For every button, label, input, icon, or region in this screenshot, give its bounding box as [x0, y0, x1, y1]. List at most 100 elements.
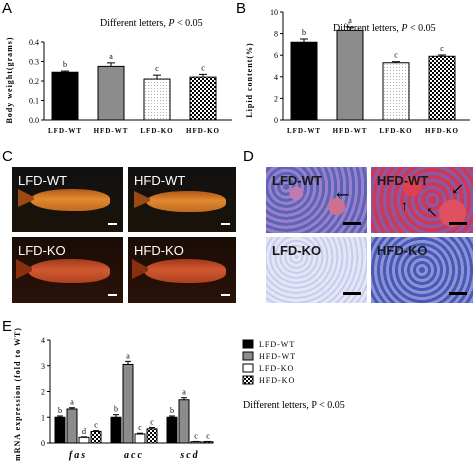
- bar-acc-lfd-ko: [134, 433, 146, 444]
- bar-hfd-wt: [97, 65, 125, 121]
- y-tick-label: 8: [274, 30, 278, 39]
- y-tick-label: 0.4: [29, 38, 39, 47]
- y-tick-label: 0.3: [29, 58, 39, 67]
- significance-letter: c: [155, 64, 159, 73]
- legend-swatch-hfd-ko: [242, 375, 254, 385]
- y-tick-label: 0: [274, 116, 278, 125]
- bar-hfd-wt: [336, 29, 364, 121]
- significance-letter: a: [126, 351, 130, 360]
- scale-bar: [108, 223, 117, 225]
- fish-photo-hfd-wt: HFD-WT: [128, 167, 236, 232]
- fish-tail: [132, 259, 148, 279]
- panel-letter-b: B: [236, 0, 247, 17]
- photo-label: HFD-KO: [377, 243, 428, 258]
- histology-hfd-ko: HFD-KO: [371, 237, 473, 303]
- group-label: fas: [69, 450, 87, 461]
- bar-lfd-wt: [51, 71, 79, 121]
- x-tick-label: LFD-WT: [48, 127, 82, 135]
- photo-label: LFD-KO: [18, 243, 66, 258]
- panel-letter-d: D: [243, 148, 254, 165]
- y-tick-label: 2: [41, 388, 45, 397]
- scale-bar: [449, 222, 467, 225]
- panel-letter-a: A: [2, 0, 13, 17]
- significance-letter: b: [58, 406, 62, 415]
- significance-letter: c: [201, 63, 205, 72]
- fish-photo-hfd-ko: HFD-KO: [128, 237, 236, 303]
- y-tick-label: 0.1: [29, 97, 39, 106]
- y-tick-label: 3: [41, 362, 45, 371]
- chart-b-note: Different letters, P < 0.05: [333, 23, 436, 34]
- y-tick-label: 4: [41, 336, 45, 345]
- x-tick-label: LFD-KO: [379, 127, 412, 135]
- fish-shape: [144, 259, 226, 283]
- scale-bar: [108, 294, 117, 296]
- y-tick-label: 1: [41, 413, 45, 422]
- x-tick-label: HFD-KO: [425, 127, 459, 135]
- arrow-icon: ↑: [401, 199, 408, 214]
- scale-bar: [221, 223, 230, 225]
- bar-scd-hfd-wt: [178, 399, 190, 444]
- chart-e-note: Different letters, P < 0.05: [243, 400, 345, 411]
- arrow-icon: ↙: [451, 181, 465, 198]
- scale-bar: [221, 294, 230, 296]
- significance-letter: a: [182, 388, 186, 397]
- histology-hfd-wt: HFD-WT ↙ ↑ ↖: [371, 167, 473, 233]
- chart-b-lipid-content: Different letters, P < 0.05 Lipid conten…: [245, 8, 470, 135]
- significance-letter: c: [194, 431, 198, 440]
- photo-label: HFD-WT: [134, 173, 186, 188]
- chart-a-body-weight: Different letters, P < 0.05 Body weight(…: [5, 18, 232, 135]
- chart-a-ylabel: Body weight(grams): [5, 36, 14, 123]
- group-label: scd: [179, 450, 199, 461]
- legend-label: LFD-KO: [259, 364, 294, 373]
- bar-hfd-ko: [189, 76, 217, 121]
- photo-label: LFD-WT: [18, 173, 68, 188]
- chart-a-note: Different letters, P < 0.05: [100, 18, 203, 29]
- panel-letter-c: C: [2, 148, 13, 165]
- arrow-icon: ↙: [331, 184, 354, 207]
- significance-letter: c: [150, 418, 154, 427]
- fish-shape: [30, 189, 110, 211]
- y-tick-label: 0.0: [29, 116, 39, 125]
- fish-tail: [16, 259, 32, 279]
- x-tick-label: HFD-KO: [186, 127, 220, 135]
- fish-shape: [146, 191, 226, 212]
- y-tick-label: 4: [274, 73, 278, 82]
- significance-letter: c: [138, 423, 142, 432]
- legend-label: HFD-KO: [259, 376, 295, 385]
- bar-lfd-wt: [290, 41, 318, 121]
- significance-letter: a: [70, 398, 74, 407]
- y-tick-label: 6: [274, 51, 278, 60]
- fish-shape: [28, 259, 110, 283]
- significance-letter: b: [170, 406, 174, 415]
- bar-hfd-ko: [428, 55, 456, 121]
- x-tick-label: HFD-WT: [94, 127, 129, 135]
- significance-letter: b: [63, 60, 67, 69]
- significance-letter: b: [302, 28, 306, 37]
- y-tick-label: 2: [274, 94, 278, 103]
- bar-acc-lfd-wt: [110, 416, 122, 444]
- legend-swatch-lfd-wt: [242, 339, 254, 349]
- scale-bar: [343, 292, 361, 295]
- chart-e-mrna-expression: mRNA expression (fold to WT) Different l…: [13, 327, 345, 461]
- bar-lfd-ko: [382, 62, 410, 121]
- fish-tail: [134, 191, 150, 208]
- panel-letter-e: E: [2, 318, 13, 335]
- legend-swatch-lfd-ko: [242, 363, 254, 373]
- x-tick-label: HFD-WT: [333, 127, 368, 135]
- bar-acc-hfd-wt: [122, 363, 134, 444]
- bar-fas-lfd-ko: [78, 436, 90, 444]
- bar-acc-hfd-ko: [146, 428, 158, 444]
- scale-bar: [449, 292, 467, 295]
- scale-bar: [343, 222, 361, 225]
- legend-label: LFD-WT: [259, 340, 295, 349]
- fish-tail: [18, 189, 34, 207]
- y-tick-label: 10: [270, 8, 278, 17]
- bar-scd-lfd-wt: [166, 416, 178, 444]
- chart-b-ylabel: Lipid content(%): [245, 42, 254, 117]
- legend-swatch-hfd-wt: [242, 351, 254, 361]
- significance-letter: a: [109, 52, 113, 61]
- photo-label: LFD-KO: [272, 243, 322, 258]
- fish-photo-lfd-ko: LFD-KO: [12, 237, 123, 303]
- x-tick-label: LFD-WT: [287, 127, 321, 135]
- bar-fas-lfd-wt: [54, 416, 66, 444]
